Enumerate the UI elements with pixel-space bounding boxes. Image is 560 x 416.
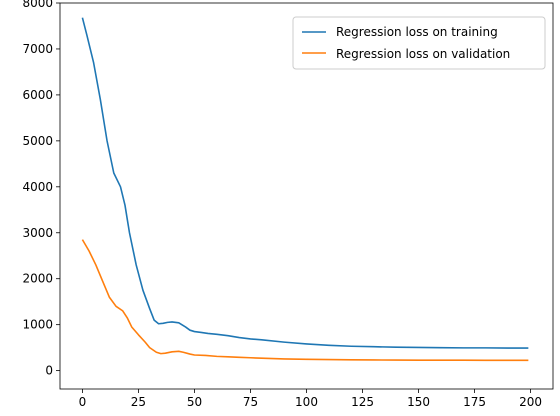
y-tick-label: 3000	[22, 226, 53, 240]
x-tick-label: 25	[131, 395, 146, 409]
x-axis: 0 25 50 75 100 125 150 175 200	[79, 389, 542, 409]
legend: Regression loss on training Regression l…	[292, 16, 546, 70]
series-line-validation	[81, 239, 529, 362]
x-tick-label: 75	[243, 395, 258, 409]
y-tick-label: 7000	[22, 42, 53, 56]
y-tick-label: 0	[45, 364, 53, 378]
y-tick-label: 2000	[22, 272, 53, 286]
series-layer	[81, 17, 529, 362]
x-tick-label: 50	[187, 395, 202, 409]
y-tick-label: 4000	[22, 180, 53, 194]
y-tick-label: 1000	[22, 318, 53, 332]
legend-box	[292, 16, 546, 70]
y-tick-label: 5000	[22, 134, 53, 148]
y-tick-label: 6000	[22, 88, 53, 102]
legend-label-validation: Regression loss on validation	[336, 47, 510, 61]
y-axis: 0 1000 2000 3000 4000 5000 6000 7000 8000	[22, 0, 60, 378]
x-tick-label: 125	[351, 395, 374, 409]
x-tick-label: 100	[295, 395, 318, 409]
x-tick-label: 200	[519, 395, 542, 409]
x-tick-label: 0	[79, 395, 87, 409]
y-tick-label: 8000	[22, 0, 53, 10]
legend-label-training: Regression loss on training	[336, 25, 498, 39]
x-tick-label: 175	[463, 395, 486, 409]
series-line-training	[81, 17, 529, 349]
x-tick-label: 150	[407, 395, 430, 409]
